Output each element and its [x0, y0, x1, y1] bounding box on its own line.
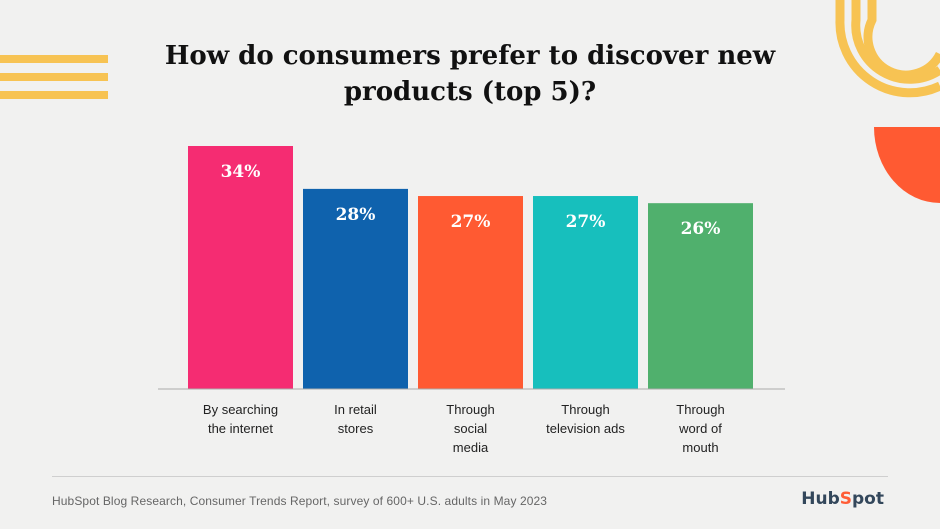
bar-value-label: 28%	[336, 205, 376, 225]
category-label: Through social media	[446, 402, 494, 455]
stripe	[0, 91, 108, 99]
category-label: In retail stores	[334, 402, 377, 436]
hubspot-logo: HubSpot	[801, 489, 884, 509]
decorative-half-circle	[874, 127, 940, 203]
chart-title: How do consumers prefer to discover new …	[164, 41, 776, 107]
bar-value-label: 34%	[221, 162, 261, 182]
bar-value-label: 27%	[566, 212, 606, 232]
source-note: HubSpot Blog Research, Consumer Trends R…	[52, 494, 548, 508]
stripe	[0, 55, 108, 63]
stripe	[0, 73, 108, 81]
bars-group: 34% 28% 27% 27% 26%	[188, 146, 753, 389]
category-label: Through television ads	[546, 402, 625, 436]
category-labels-group: By searching the internet In retail stores T…	[203, 402, 725, 455]
bar-value-label: 27%	[451, 212, 491, 232]
decorative-stripes	[0, 55, 108, 109]
category-label: Through word of mouth	[676, 402, 724, 455]
decorative-arc	[835, 0, 940, 98]
bar	[188, 146, 293, 389]
category-label: By searching the internet	[203, 402, 278, 436]
bar	[303, 188, 408, 389]
bar-value-label: 26%	[681, 219, 721, 239]
bar	[533, 196, 638, 389]
decorative-arches	[835, 0, 940, 203]
bar	[418, 196, 523, 389]
decorative-arc	[863, 0, 940, 80]
bar	[648, 203, 753, 389]
bar-chart: 34% 28% 27% 27% 26% By searching the internet…	[158, 146, 785, 455]
footer-divider	[52, 476, 888, 477]
